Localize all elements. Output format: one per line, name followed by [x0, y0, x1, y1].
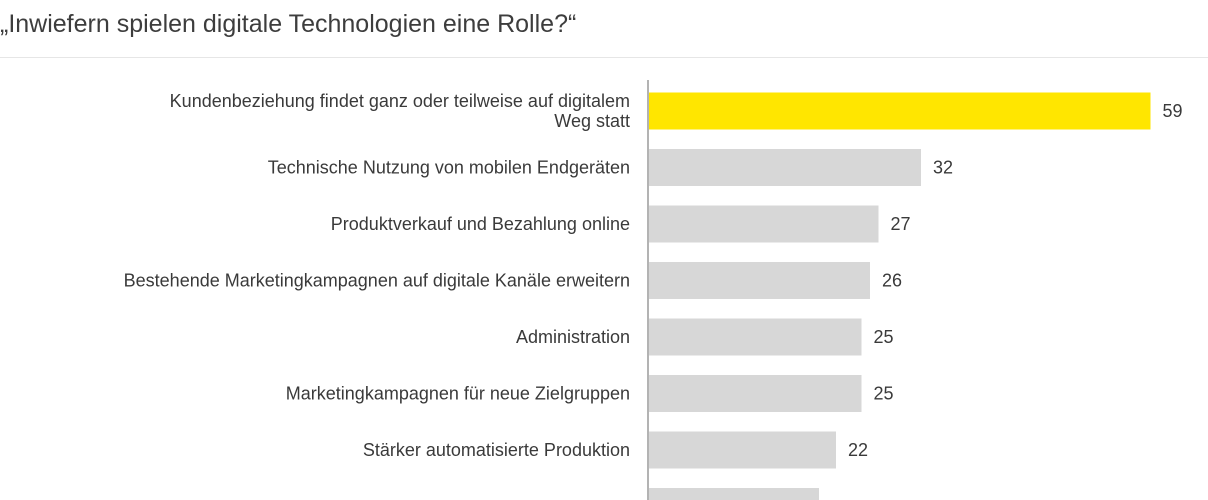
category-label-2: Technische Nutzung von mobilen Endgeräte… [268, 158, 630, 178]
bar-4 [649, 262, 870, 299]
category-label-5: Administration [516, 327, 630, 347]
bar-3 [649, 205, 879, 243]
value-label-2: 32 [933, 158, 953, 178]
category-label-1: Kundenbeziehung findet ganz oder teilwei… [170, 91, 630, 131]
title-divider [0, 57, 1208, 58]
value-label-6: 25 [874, 384, 894, 404]
category-label-7: Stärker automatisierte Produktion [363, 440, 630, 460]
value-label-3: 27 [891, 214, 911, 234]
bar-6 [649, 375, 862, 412]
bar-1 [649, 92, 1151, 130]
chart-title: „Inwiefern spielen digitale Technologien… [0, 10, 577, 38]
value-label-7: 22 [848, 440, 868, 460]
value-label-1: 59 [1163, 101, 1183, 121]
bar-7 [649, 431, 836, 469]
category-label-4: Bestehende Marketingkampagnen auf digita… [124, 271, 630, 291]
value-label-5: 25 [874, 327, 894, 347]
bar-5 [649, 318, 862, 356]
category-label-6: Marketingkampagnen für neue Zielgruppen [286, 384, 630, 404]
bar-8 [649, 488, 819, 500]
category-label-3: Produktverkauf und Bezahlung online [331, 214, 630, 234]
bar-2 [649, 149, 921, 186]
value-label-4: 26 [882, 271, 902, 291]
